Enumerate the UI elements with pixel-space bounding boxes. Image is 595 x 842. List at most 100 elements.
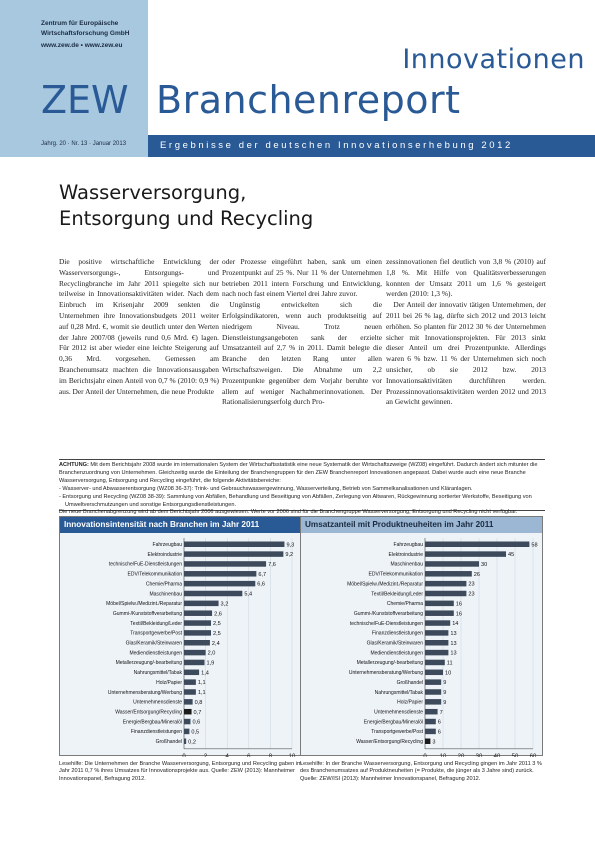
- x-tick-label: 8: [269, 754, 273, 757]
- category-label: Fahrzeugbau: [394, 542, 424, 548]
- bar: [425, 649, 449, 656]
- x-tick-label: 20: [458, 754, 465, 757]
- category-label: Metallerzeugung/-bearbeitung: [357, 660, 424, 666]
- category-label: Mediendienstleistungen: [129, 650, 182, 656]
- title-line-2: Entsorgung und Recycling: [59, 207, 314, 230]
- paragraph: Ungünstig entwickelten sich die Erfolgsi…: [222, 300, 382, 407]
- data-label: 2,5: [213, 621, 221, 627]
- org-name-line2: Wirtschaftsforschung GmbH: [41, 30, 130, 37]
- data-label: 23: [468, 582, 474, 588]
- data-label: 3,2: [221, 601, 229, 607]
- category-label: Glas/Keramik/Steinwaren: [367, 641, 424, 647]
- data-label: 45: [508, 552, 514, 558]
- category-label: Finanzdienstleistungen: [131, 729, 182, 735]
- header-left-panel: [0, 0, 148, 135]
- bar: [425, 561, 479, 567]
- header-right-panel: [148, 0, 595, 135]
- data-label: 2,5: [213, 631, 221, 637]
- category-label: Nahrungsmittel/Tabak: [375, 690, 424, 696]
- x-tick-label: 30: [476, 754, 483, 757]
- bar: [425, 571, 472, 577]
- data-label: 3: [432, 739, 435, 745]
- category-label: Energie/Bergbau/Mineralöl: [123, 719, 182, 725]
- category-label: Metallerzeugung/-bearbeitung: [116, 660, 183, 666]
- x-tick-label: 10: [440, 754, 447, 757]
- data-label: 10: [445, 670, 451, 676]
- bar: [184, 640, 210, 646]
- data-label: 6: [438, 720, 441, 726]
- note-bullet-1: - Wasserver- und Abwasserentsorgung (WZ0…: [59, 485, 473, 492]
- bar: [425, 610, 454, 616]
- org-name-line1: Zentrum für Europäische: [41, 20, 119, 27]
- category-label: Transportgewerbe/Post: [371, 729, 423, 735]
- category-label: Unternehmensberatung/Werbung: [349, 670, 423, 676]
- category-label: Glas/Keramik/Steinwaren: [126, 641, 183, 647]
- data-label: 14: [452, 621, 458, 627]
- bar: [184, 708, 192, 715]
- x-tick-label: 60: [530, 754, 537, 757]
- data-label: 2,6: [214, 611, 222, 617]
- data-label: 9,2: [285, 552, 293, 558]
- data-label: 7: [440, 710, 443, 716]
- category-label: Gummi-/Kunststoffverarbeitung: [113, 611, 182, 617]
- x-tick-label: 2: [204, 754, 208, 757]
- bar: [425, 718, 436, 725]
- category-label: Gummi-/Kunststoffverarbeitung: [354, 611, 423, 617]
- x-tick-label: 6: [247, 754, 251, 757]
- chart-2-title: Umsatzanteil mit Produktneuheiten im Jah…: [301, 517, 542, 533]
- bar: [425, 640, 449, 646]
- bar: [425, 630, 449, 636]
- bar: [184, 679, 196, 685]
- category-label: Wasser/Entsorgung/Recycling: [356, 739, 423, 745]
- header-band: [148, 135, 595, 157]
- bar: [425, 551, 506, 557]
- data-label: 16: [456, 601, 462, 607]
- data-label: 2,4: [212, 641, 220, 647]
- data-label: 16: [456, 611, 462, 617]
- bar: [184, 728, 190, 735]
- series-subtitle: Ergebnisse der deutschen Innovationserhe…: [160, 140, 513, 151]
- bar: [184, 669, 200, 676]
- bar: [184, 580, 256, 587]
- data-label: 9,3: [286, 542, 294, 548]
- category-label: Großhandel: [397, 680, 423, 686]
- bar: [184, 590, 243, 597]
- note-box: ACHTUNG: Mit dem Berichtsjahr 2008 wurde…: [59, 459, 545, 515]
- note-bullet-2: - Entsorgung und Recycling (WZ08 38-39):…: [59, 493, 532, 508]
- x-tick-label: 0: [182, 754, 186, 757]
- category-label: Chemie/Pharma: [387, 601, 423, 607]
- category-label: Holz/Papier: [397, 700, 423, 706]
- data-label: 26: [474, 572, 480, 578]
- category-label: Holz/Papier: [156, 680, 182, 686]
- data-label: 13: [450, 641, 456, 647]
- category-label: Großhandel: [156, 739, 182, 745]
- bar: [425, 620, 451, 626]
- note-closing: Die neue Branchenabgrenzung wird ab dem …: [59, 509, 518, 516]
- category-label: Unternehmensdienste: [133, 700, 182, 706]
- chart-2-svg: 0 10 20 30 40 50 60 Fahrzeugbau 58 Elektroindustr…: [347, 538, 538, 757]
- bar: [184, 600, 219, 607]
- issue-info: Jahrg. 20 · Nr. 13 · Januar 2013: [41, 141, 127, 147]
- category-label: Finanzdienstleistungen: [372, 631, 423, 637]
- data-label: 13: [450, 651, 456, 657]
- note-label: ACHTUNG:: [59, 462, 89, 468]
- bar: [425, 541, 530, 547]
- category-label: Elektroindustrie: [389, 552, 424, 558]
- data-label: 6,6: [257, 582, 265, 588]
- body-column-2: oder Prozesse eingeführt haben, sank um …: [222, 257, 382, 408]
- category-label: Fahrzeugbau: [153, 542, 183, 548]
- category-label: Unternehmensdienste: [374, 709, 423, 715]
- category-label: Nahrungsmittel/Tabak: [134, 670, 183, 676]
- bar: [184, 689, 196, 695]
- bar: [425, 679, 442, 685]
- bar: [425, 590, 467, 597]
- bar: [184, 571, 257, 577]
- category-label: Maschinenbau: [149, 591, 182, 597]
- data-label: 1,1: [198, 680, 206, 686]
- data-label: 2,0: [208, 651, 216, 657]
- chart-innovation-intensity: Innovationsintensität nach Branchen im J…: [59, 516, 302, 757]
- category-label: EDV/Telekommunikation: [128, 572, 183, 578]
- category-label: Wasser/Entsorgung/Recycling: [115, 709, 182, 715]
- chart-1-svg: 0 2 4 6 8 10 Fahrzeugbau 9,3 Elektroindustrie 9,2…: [106, 538, 296, 757]
- bar: [184, 649, 206, 656]
